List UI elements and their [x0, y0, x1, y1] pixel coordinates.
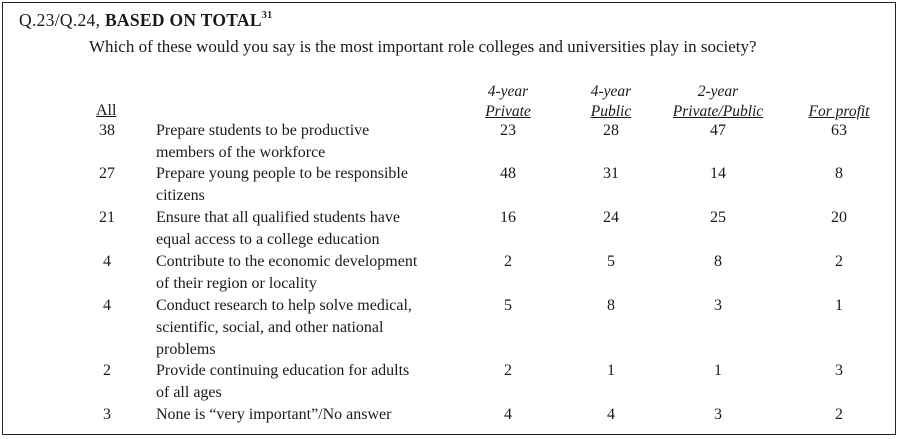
value-2year: 14	[710, 165, 726, 182]
value-all: 4	[103, 253, 111, 270]
value-4year-public: 8	[607, 297, 615, 314]
value-2year: 8	[714, 253, 722, 270]
row-label-line: None is “very important”/No answer	[156, 406, 392, 423]
question-id: Q.23/Q.24, BASED ON TOTAL31	[19, 10, 272, 31]
value-all: 38	[99, 122, 115, 139]
row-label-line: Provide continuing education for adults	[156, 362, 410, 379]
header-line: 2-year	[697, 83, 739, 100]
row-label-line: members of the workforce	[156, 144, 326, 161]
footnote-marker: 31	[261, 10, 273, 21]
value-2year: 25	[710, 209, 726, 226]
question-text: Which of these would you say is the most…	[89, 37, 757, 56]
value-2year: 3	[714, 406, 722, 423]
value-for-profit: 2	[835, 253, 843, 270]
question-base: BASED ON TOTAL	[104, 10, 262, 30]
column-header-4year-private: 4-year Private	[475, 82, 541, 122]
row-label-line: equal access to a college education	[156, 231, 380, 248]
row-label: None is “very important”/No answer	[156, 404, 456, 426]
row-label: Prepare students to be productive members…	[156, 120, 456, 164]
value-4year-public: 28	[603, 122, 619, 139]
value-for-profit: 20	[831, 209, 847, 226]
question-number: Q.23/Q.24,	[19, 10, 105, 30]
column-header-4year-public: 4-year Public	[578, 82, 644, 122]
row-label: Provide continuing education for adults o…	[156, 360, 456, 404]
value-for-profit: 8	[835, 165, 843, 182]
value-4year-private: 48	[500, 165, 516, 182]
row-label: Conduct research to help solve medical, s…	[156, 295, 456, 361]
value-4year-public: 1	[607, 362, 615, 379]
header-line: 4-year	[487, 83, 529, 100]
value-all: 27	[99, 165, 115, 182]
row-label-line: Conduct research to help solve medical,	[156, 297, 412, 314]
value-all: 2	[103, 362, 111, 379]
row-label-line: Ensure that all qualified students have	[156, 209, 400, 226]
header-line: 4-year	[590, 83, 632, 100]
header-line: Public	[590, 103, 632, 120]
column-header-2year: 2-year Private/Public	[663, 82, 773, 122]
row-label-line: of their region or locality	[156, 275, 317, 292]
survey-table-frame: Q.23/Q.24, BASED ON TOTAL31 Which of the…	[2, 2, 896, 435]
row-label-line: Prepare young people to be responsible	[156, 165, 408, 182]
row-label: Ensure that all qualified students have e…	[156, 207, 456, 251]
header-line: Private/Public	[672, 103, 764, 120]
value-4year-private: 16	[500, 209, 516, 226]
value-4year-public: 5	[607, 253, 615, 270]
value-2year: 1	[714, 362, 722, 379]
value-4year-private: 4	[504, 406, 512, 423]
value-4year-public: 4	[607, 406, 615, 423]
header-line: For profit	[808, 103, 870, 120]
row-label-line: Prepare students to be productive	[156, 122, 370, 139]
row-label-line: of all ages	[156, 384, 222, 401]
value-all: 4	[103, 297, 111, 314]
value-2year: 47	[710, 122, 726, 139]
value-4year-private: 23	[500, 122, 516, 139]
row-label-line: problems	[156, 341, 216, 358]
row-label: Prepare young people to be responsible ci…	[156, 163, 456, 207]
value-4year-private: 2	[504, 253, 512, 270]
value-for-profit: 2	[835, 406, 843, 423]
value-4year-private: 5	[504, 297, 512, 314]
value-for-profit: 63	[831, 122, 847, 139]
value-for-profit: 3	[835, 362, 843, 379]
column-header-all: All	[96, 102, 117, 119]
row-label-line: scientific, social, and other national	[156, 319, 384, 336]
row-label: Contribute to the economic development of…	[156, 251, 456, 295]
value-2year: 3	[714, 297, 722, 314]
value-all: 21	[99, 209, 115, 226]
value-4year-public: 24	[603, 209, 619, 226]
value-4year-public: 31	[603, 165, 619, 182]
value-for-profit: 1	[835, 297, 843, 314]
column-header-for-profit: For profit	[799, 102, 879, 122]
header-line: Private	[485, 103, 531, 120]
value-4year-private: 2	[504, 362, 512, 379]
value-all: 3	[103, 406, 111, 423]
row-label-line: citizens	[156, 187, 205, 204]
row-label-line: Contribute to the economic development	[156, 253, 418, 270]
